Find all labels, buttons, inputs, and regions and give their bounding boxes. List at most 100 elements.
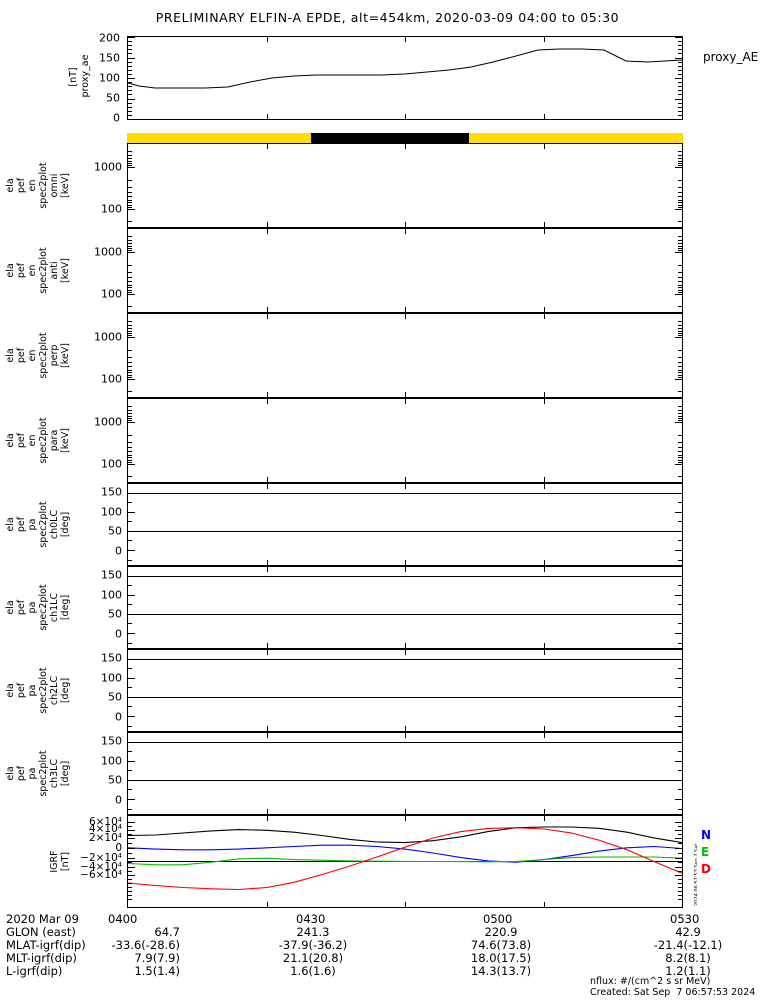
panel-en-omni xyxy=(127,143,683,228)
xaxis-time: 0530 xyxy=(670,912,700,926)
panel-ylabel-line: spec2plot xyxy=(38,667,49,714)
panel-ylabel-line: pef xyxy=(16,516,27,533)
y-minor-tick xyxy=(128,886,132,888)
x-tick xyxy=(266,114,268,119)
y-minor-tick xyxy=(678,320,682,322)
y-major-tick xyxy=(128,208,135,210)
ytick: 150 xyxy=(101,734,122,748)
y-minor-tick xyxy=(678,221,682,223)
panel-ylabel-line: [keV] xyxy=(60,173,71,198)
panel-ylabel-line: pa xyxy=(27,684,38,697)
gridline xyxy=(128,575,682,577)
x-tick xyxy=(543,726,545,731)
y-minor-tick xyxy=(678,69,682,71)
y-minor-tick xyxy=(128,306,132,308)
x-tick xyxy=(543,643,545,648)
y-minor-tick xyxy=(678,187,682,189)
panel-en-para xyxy=(127,398,683,483)
panel-ylabel-line: [keV] xyxy=(60,343,71,368)
y-minor-tick xyxy=(678,366,682,368)
x-tick xyxy=(266,809,268,814)
y-minor-tick xyxy=(678,328,682,330)
y-minor-tick xyxy=(128,366,132,368)
x-tick xyxy=(543,222,545,227)
y-major-tick xyxy=(128,550,135,551)
y-minor-tick xyxy=(678,306,682,308)
y-minor-tick xyxy=(128,451,132,453)
y-minor-tick xyxy=(678,899,682,901)
y-minor-tick xyxy=(128,150,132,152)
panel-ylabel-line: ela xyxy=(5,683,16,698)
panel-en-perp xyxy=(127,313,683,398)
x-tick xyxy=(543,733,545,738)
ytick: −6×10⁴ xyxy=(80,868,122,881)
y-minor-tick xyxy=(678,192,682,194)
y-minor-tick xyxy=(678,451,682,453)
x-tick xyxy=(266,567,268,572)
x-tick xyxy=(266,650,268,655)
y-major-tick xyxy=(128,37,135,38)
y-minor-tick xyxy=(678,41,682,43)
x-tick xyxy=(543,484,545,489)
y-minor-tick xyxy=(678,434,682,436)
y-minor-tick xyxy=(678,882,682,884)
y-minor-tick xyxy=(678,287,682,289)
y-minor-tick xyxy=(128,65,132,67)
y-minor-tick xyxy=(128,604,132,606)
y-minor-tick xyxy=(678,94,682,96)
y-major-tick xyxy=(675,799,682,800)
y-minor-tick xyxy=(128,53,132,55)
panel-ylabel-line: [deg] xyxy=(60,677,71,704)
y-minor-tick xyxy=(678,284,682,286)
y-minor-tick xyxy=(128,502,132,504)
y-minor-tick xyxy=(678,391,682,393)
y-minor-tick xyxy=(128,277,132,279)
y-minor-tick xyxy=(678,160,682,162)
y-minor-tick xyxy=(678,150,682,152)
x-tick xyxy=(405,733,406,738)
panel-ylabel-line: ela xyxy=(5,263,16,278)
y-minor-tick xyxy=(128,69,132,71)
y-major-tick xyxy=(128,252,135,254)
y-minor-tick xyxy=(678,376,682,378)
panel-ylabel-line: en xyxy=(27,434,38,447)
y-minor-tick xyxy=(678,281,682,283)
y-major-tick xyxy=(128,422,135,424)
y-minor-tick xyxy=(128,86,132,88)
y-minor-tick xyxy=(128,324,132,326)
ytick: 2×10⁴ xyxy=(88,831,122,844)
x-tick xyxy=(405,392,406,397)
y-minor-tick xyxy=(128,235,132,237)
y-major-tick xyxy=(675,463,682,465)
panel-ylabel-line: omni xyxy=(49,173,60,198)
y-minor-tick xyxy=(128,540,132,542)
y-minor-tick xyxy=(678,415,682,417)
y-minor-tick xyxy=(128,49,132,51)
panel-ylabel-line: pef xyxy=(16,432,27,449)
proxy-ae-ylabel: proxy_ae [nT] xyxy=(68,54,91,98)
y-minor-tick xyxy=(128,102,132,104)
y-minor-tick xyxy=(128,843,132,845)
page-title: PRELIMINARY ELFIN-A EPDE, alt=454km, 202… xyxy=(155,10,620,25)
x-tick xyxy=(405,816,406,821)
y-minor-tick xyxy=(128,409,132,411)
ytick: 150 xyxy=(101,485,122,499)
y-minor-tick xyxy=(678,405,682,407)
panel-ylabel-line: pa xyxy=(27,601,38,614)
x-tick xyxy=(266,222,268,227)
y-minor-tick xyxy=(128,770,132,772)
panel-ylabel-line: ela xyxy=(5,766,16,781)
proxy-ae-right-label: proxy_AE xyxy=(703,50,759,64)
y-major-tick xyxy=(675,848,682,850)
ytick: 100 xyxy=(101,754,122,768)
x-tick xyxy=(543,560,545,565)
panel-en-anti xyxy=(127,228,683,313)
ytick: 150 xyxy=(101,651,122,665)
ytick: 1000 xyxy=(94,415,122,429)
xaxis-value: -21.4(-12.1) xyxy=(653,938,723,952)
x-tick xyxy=(543,816,545,821)
y-minor-tick xyxy=(678,250,682,252)
y-major-tick xyxy=(675,78,682,79)
y-major-tick xyxy=(675,633,682,634)
y-minor-tick xyxy=(678,770,682,772)
